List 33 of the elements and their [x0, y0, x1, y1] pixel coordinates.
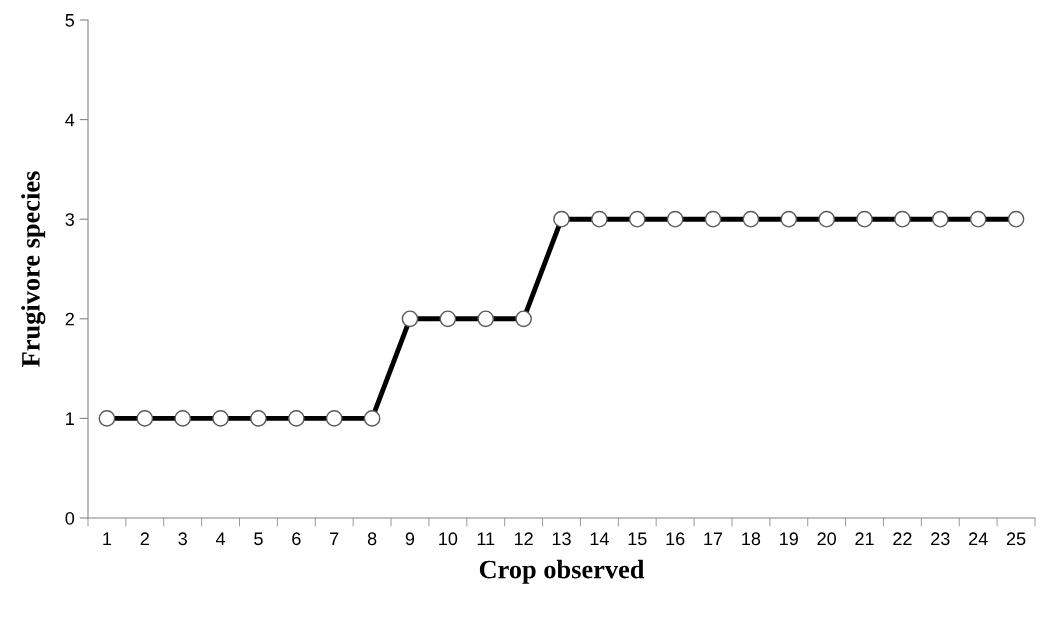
x-tick-label: 25 [1006, 532, 1026, 546]
y-tick-label: 4 [65, 113, 75, 127]
x-tick-label: 5 [254, 532, 263, 546]
x-tick-label: 16 [666, 532, 685, 546]
x-tick-label: 14 [590, 532, 609, 545]
x-tick-label: 12 [514, 532, 533, 545]
x-tick-label: 20 [817, 532, 836, 546]
y-tick-label: 5 [65, 14, 75, 27]
y-tick-label: 0 [65, 511, 75, 525]
x-tick-label: 23 [931, 532, 950, 546]
y-axis-title: Frugivore species [21, 171, 46, 367]
y-tick-label: 2 [65, 312, 74, 326]
x-tick-label: 18 [742, 532, 761, 546]
x-tick-label: 7 [330, 532, 339, 545]
x-tick-label: 6 [292, 532, 301, 546]
x-tick-label: 22 [893, 532, 912, 545]
x-tick-label: 8 [367, 532, 377, 546]
y-tick-label: 1 [66, 412, 74, 425]
x-tick-label: 2 [140, 532, 149, 545]
x-tick-label: 11 [477, 532, 495, 545]
y-tick-label: 3 [65, 213, 75, 226]
x-tick-label: 4 [215, 532, 226, 545]
x-tick-label: 13 [552, 532, 571, 546]
x-tick-label: 15 [628, 532, 647, 546]
x-tick-label: 9 [405, 532, 415, 546]
x-tick-label: 1 [103, 532, 112, 545]
x-axis-title: Crop observed [479, 559, 645, 584]
x-tick-label: 19 [780, 532, 798, 546]
x-tick-label: 10 [439, 532, 458, 546]
x-tick-label: 17 [704, 532, 723, 545]
x-tick-label: 3 [178, 532, 187, 546]
x-tick-label: 21 [855, 532, 874, 545]
x-tick-label: 24 [969, 532, 988, 545]
